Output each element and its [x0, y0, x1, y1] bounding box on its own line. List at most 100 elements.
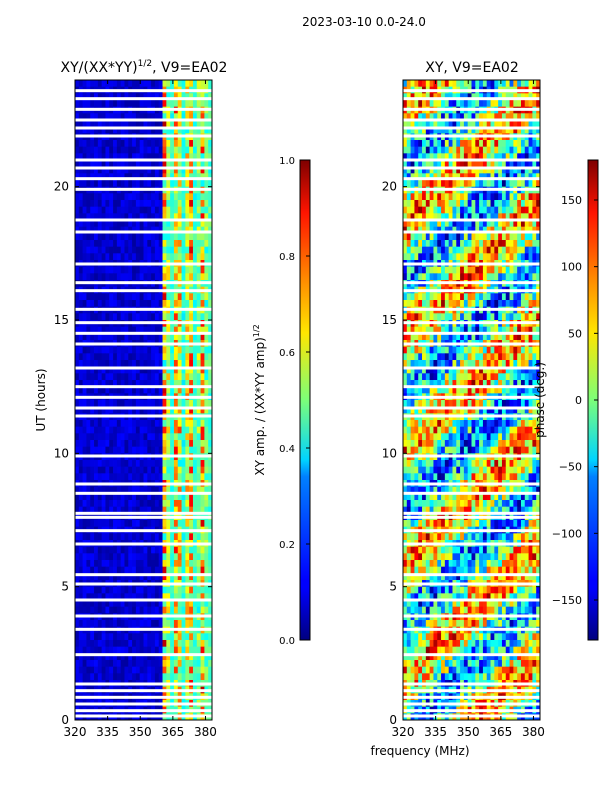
heatmap-cell — [86, 400, 91, 408]
heatmap-cell — [109, 293, 114, 301]
heatmap-cell — [170, 126, 175, 134]
heatmap-cell — [422, 126, 427, 134]
heatmap-cell — [403, 200, 408, 208]
heatmap-cell — [151, 180, 156, 188]
heatmap-cell — [448, 166, 453, 174]
heatmap-cell — [479, 300, 484, 308]
heatmap-cell — [154, 206, 160, 214]
heatmap-cell — [90, 240, 95, 248]
heatmap-cell — [433, 93, 438, 101]
heatmap-cell — [143, 313, 148, 321]
heatmap-cell — [196, 606, 201, 614]
heatmap-cell — [90, 173, 95, 181]
heatmap-cell — [406, 313, 412, 321]
heatmap-cell — [494, 233, 499, 241]
heatmap-cell — [82, 446, 87, 454]
heatmap-cell — [94, 466, 99, 474]
heatmap-cell — [101, 333, 106, 341]
heatmap-cell — [101, 653, 106, 661]
heatmap-cell — [86, 606, 91, 614]
heatmap-cell — [139, 240, 144, 248]
heatmap-cell — [181, 573, 186, 581]
heatmap-cell — [158, 560, 163, 568]
heatmap-cell — [154, 653, 160, 661]
heatmap-cell — [208, 386, 213, 394]
heatmap-cell — [158, 246, 163, 254]
heatmap-cell — [422, 253, 427, 261]
heatmap-cell — [94, 353, 99, 361]
heatmap-cell — [139, 140, 144, 148]
heatmap-cell — [147, 566, 152, 574]
heatmap-cell — [406, 180, 412, 188]
heatmap-cell — [162, 193, 167, 201]
heatmap-cell — [208, 440, 213, 448]
heatmap-cell — [90, 300, 95, 308]
heatmap-cell — [101, 440, 106, 448]
heatmap-cell — [441, 93, 446, 101]
heatmap-cell — [147, 366, 152, 374]
heatmap-cell — [101, 386, 106, 394]
heatmap-cell — [86, 206, 91, 214]
heatmap-cell — [86, 160, 91, 168]
heatmap-cell — [181, 386, 186, 394]
heatmap-cell — [173, 126, 179, 134]
heatmap-cell — [189, 533, 194, 541]
heatmap-cell — [147, 593, 152, 601]
heatmap-cell — [151, 606, 156, 614]
heatmap-cell — [422, 93, 427, 101]
heatmap-cell — [467, 333, 472, 341]
heatmap-cell — [158, 660, 163, 668]
heatmap-cell — [147, 193, 152, 201]
heatmap-cell — [185, 113, 190, 121]
heatmap-cell — [181, 193, 186, 201]
heatmap-cell — [486, 173, 491, 181]
heatmap-cell — [158, 206, 163, 214]
heatmap-cell — [128, 326, 133, 334]
heatmap-cell — [128, 300, 133, 308]
flagged-time-gap — [75, 385, 212, 389]
heatmap-cell — [143, 546, 148, 554]
heatmap-cell — [463, 313, 469, 321]
heatmap-cell — [536, 200, 541, 208]
heatmap-cell — [181, 313, 186, 321]
heatmap-cell — [532, 300, 537, 308]
heatmap-cell — [90, 373, 95, 381]
heatmap-cell — [517, 293, 522, 301]
heatmap-cell — [151, 573, 156, 581]
heatmap-cell — [128, 360, 133, 368]
heatmap-cell — [460, 300, 465, 308]
heatmap-cell — [520, 200, 526, 208]
heatmap-cell — [109, 366, 114, 374]
heatmap-cell — [452, 266, 457, 274]
heatmap-cell — [82, 400, 87, 408]
heatmap-cell — [185, 446, 190, 454]
heatmap-cell — [192, 573, 198, 581]
heatmap-cell — [128, 533, 133, 541]
heatmap-cell — [162, 246, 167, 254]
heatmap-cell — [109, 440, 114, 448]
heatmap-cell — [162, 146, 167, 154]
heatmap-cell — [418, 213, 423, 221]
heatmap-cell — [479, 140, 484, 148]
heatmap-cell — [505, 266, 510, 274]
heatmap-cell — [517, 253, 522, 261]
heatmap-cell — [192, 313, 198, 321]
heatmap-cell — [166, 440, 171, 448]
heatmap-cell — [433, 113, 438, 121]
heatmap-cell — [113, 333, 118, 341]
heatmap-cell — [162, 293, 167, 301]
heatmap-cell — [75, 273, 80, 281]
heatmap-cell — [116, 226, 122, 234]
heatmap-cell — [486, 226, 491, 234]
heatmap-cell — [444, 120, 450, 128]
heatmap-cell — [147, 466, 152, 474]
heatmap-cell — [151, 560, 156, 568]
heatmap-cell — [189, 300, 194, 308]
heatmap-cell — [90, 146, 95, 154]
heatmap-cell — [170, 573, 175, 581]
heatmap-cell — [139, 226, 144, 234]
heatmap-cell — [94, 400, 99, 408]
heatmap-cell — [151, 533, 156, 541]
heatmap-cell — [189, 346, 194, 354]
flagged-time-gap — [75, 695, 212, 699]
